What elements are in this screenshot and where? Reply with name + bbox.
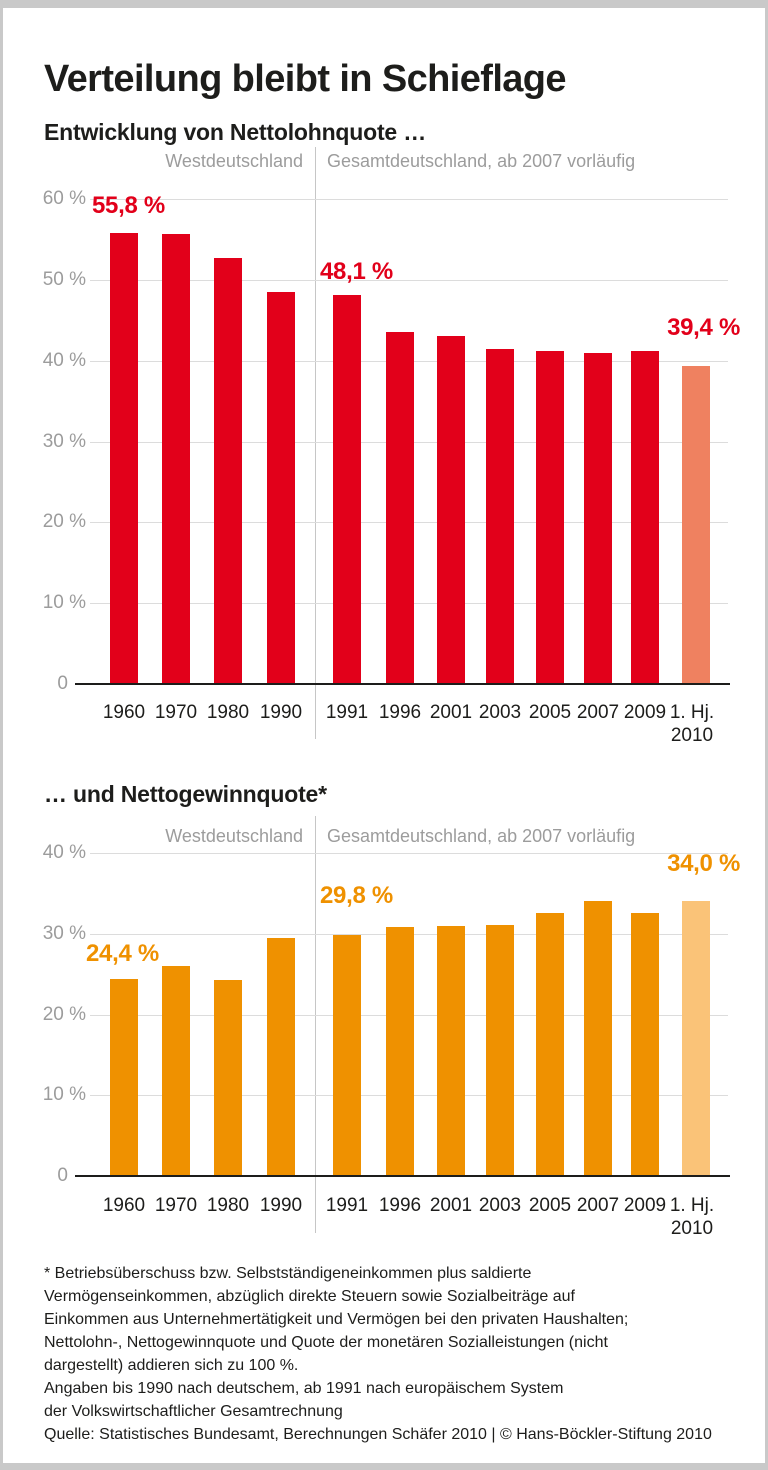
chart2-subtitle: … und Nettogewinnquote* xyxy=(44,781,327,808)
chart2-region-divider xyxy=(315,816,316,1233)
y-axis-label-10: 10 % xyxy=(42,592,86,613)
x-axis-label-1996: 1996 xyxy=(378,1195,422,1216)
x-axis-label-1-hj-2010: 1. Hj. 2010 xyxy=(669,702,715,746)
bar-2001 xyxy=(437,926,465,1176)
bar-2007 xyxy=(584,901,612,1176)
gridline-50pct xyxy=(90,280,728,281)
bar-2003 xyxy=(486,925,514,1176)
bar-1970 xyxy=(162,966,190,1176)
y-axis-label-30: 30 % xyxy=(42,431,86,452)
x-axis-label-1990: 1990 xyxy=(259,1195,303,1216)
value-label-48-1: 48,1 % xyxy=(320,258,393,285)
value-label-55-8: 55,8 % xyxy=(92,192,165,219)
chart1-region-divider xyxy=(315,147,316,739)
page-title: Verteilung bleibt in Schieflage xyxy=(44,58,567,101)
x-axis-label-1996: 1996 xyxy=(378,702,422,723)
y-axis-label-50: 50 % xyxy=(42,269,86,290)
y-axis-label-0: 0 xyxy=(57,673,68,694)
bar-1980 xyxy=(214,258,242,684)
x-axis-label-1960: 1960 xyxy=(102,702,146,723)
x-axis-label-1980: 1980 xyxy=(206,1195,250,1216)
chart1-zero-axis xyxy=(75,683,730,685)
x-axis-label-2005: 2005 xyxy=(528,702,572,723)
bar-2009 xyxy=(631,913,659,1176)
x-axis-label-1991: 1991 xyxy=(325,1195,369,1216)
bar-1-hj-2010 xyxy=(682,901,710,1176)
y-axis-label-30: 30 % xyxy=(42,923,86,944)
x-axis-label-2007: 2007 xyxy=(576,1195,620,1216)
x-axis-label-2001: 2001 xyxy=(429,1195,473,1216)
x-axis-label-2009: 2009 xyxy=(623,1195,667,1216)
bar-1990 xyxy=(267,292,295,684)
y-axis-label-60: 60 % xyxy=(42,188,86,209)
gridline-40pct xyxy=(90,853,728,854)
chart1-region-label-west: Westdeutschland xyxy=(165,151,303,171)
x-axis-label-1-hj-2010: 1. Hj. 2010 xyxy=(669,1195,715,1239)
x-axis-label-2009: 2009 xyxy=(623,702,667,723)
bar-1991 xyxy=(333,935,361,1176)
chart2-zero-axis xyxy=(75,1175,730,1177)
footnote: * Betriebsüberschuss bzw. Selbstständige… xyxy=(44,1265,712,1443)
value-label-24-4: 24,4 % xyxy=(86,940,159,967)
gridline-60pct xyxy=(90,199,728,200)
bar-1960 xyxy=(110,233,138,684)
chart2-region-label-west: Westdeutschland xyxy=(165,826,303,846)
bar-1996 xyxy=(386,927,414,1176)
y-axis-label-20: 20 % xyxy=(42,1004,86,1025)
x-axis-label-2003: 2003 xyxy=(478,702,522,723)
y-axis-label-40: 40 % xyxy=(42,350,86,371)
x-axis-label-2003: 2003 xyxy=(478,1195,522,1216)
value-label-29-8: 29,8 % xyxy=(320,882,393,909)
bar-1991 xyxy=(333,295,361,684)
bar-1960 xyxy=(110,979,138,1176)
bar-1970 xyxy=(162,234,190,684)
x-axis-label-1991: 1991 xyxy=(325,702,369,723)
y-axis-label-10: 10 % xyxy=(42,1084,86,1105)
bar-2001 xyxy=(437,336,465,684)
x-axis-label-1970: 1970 xyxy=(154,702,198,723)
x-axis-label-2007: 2007 xyxy=(576,702,620,723)
x-axis-label-1970: 1970 xyxy=(154,1195,198,1216)
chart2-region-label-east: Gesamtdeutschland, ab 2007 vorläufig xyxy=(327,826,636,846)
x-axis-label-2001: 2001 xyxy=(429,702,473,723)
x-axis-label-2005: 2005 xyxy=(528,1195,572,1216)
y-axis-label-20: 20 % xyxy=(42,511,86,532)
chart1-region-label-east: Gesamtdeutschland, ab 2007 vorläufig xyxy=(327,151,636,171)
bar-2009 xyxy=(631,351,659,684)
chart1-subtitle: Entwicklung von Nettolohnquote … xyxy=(44,119,427,146)
infographic-card xyxy=(3,8,765,1463)
bar-2007 xyxy=(584,353,612,684)
bar-1996 xyxy=(386,332,414,684)
bar-1990 xyxy=(267,938,295,1176)
x-axis-label-1960: 1960 xyxy=(102,1195,146,1216)
bar-2003 xyxy=(486,349,514,684)
x-axis-label-1990: 1990 xyxy=(259,702,303,723)
bar-2005 xyxy=(536,351,564,684)
x-axis-label-1980: 1980 xyxy=(206,702,250,723)
value-label-34-0: 34,0 % xyxy=(667,850,740,877)
y-axis-label-0: 0 xyxy=(57,1165,68,1186)
bar-2005 xyxy=(536,913,564,1176)
bar-1980 xyxy=(214,980,242,1176)
y-axis-label-40: 40 % xyxy=(42,842,86,863)
value-label-39-4: 39,4 % xyxy=(667,314,740,341)
bar-1-hj-2010 xyxy=(682,366,710,684)
